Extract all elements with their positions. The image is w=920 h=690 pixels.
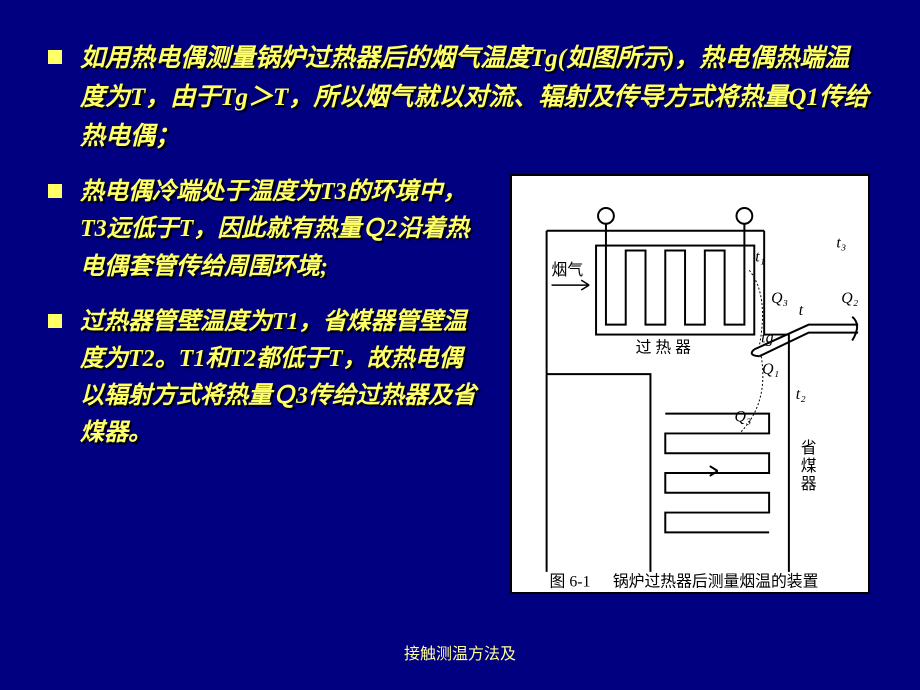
label-q3b: Q₃ [735, 409, 752, 426]
bullet-item-2: 热电偶冷端处于温度为T3的环境中，T3远低于T，因此就有热量Ｑ2沿着热电偶套管传… [48, 174, 498, 286]
caption-text: 锅炉过热器后测量烟温的装置 [613, 573, 819, 591]
figure-caption: 图 6-1 锅炉过热器后测量烟温的装置 [550, 573, 819, 591]
bullet-item-3: 过热器管壁温度为T1，省煤器管壁温度为T2。T1和T2都低于T，故热电偶以辐射方… [48, 304, 498, 453]
economizer-coil [665, 414, 769, 533]
label-t1: t₁ [755, 249, 765, 266]
label-economizer-2: 煤 [801, 457, 817, 475]
label-t3: t₃ [836, 235, 846, 252]
lower-wrap: 热电偶冷端处于温度为T3的环境中，T3远低于T，因此就有热量Ｑ2沿着热电偶套管传… [48, 174, 872, 594]
label-economizer-3: 器 [801, 475, 817, 493]
bullet-text-1: 如用热电偶测量锅炉过热器后的烟气温度Tg(如图所示)，热电偶热端温度为T，由于T… [80, 40, 870, 156]
smoke-arrow [552, 280, 590, 290]
caption-num: 图 6-1 [550, 574, 591, 591]
diagram-figure: 烟气 过 热 器 省 煤 器 t₁ t₂ t₃ tg t Q₁ Q₂ Q₃ Q₃ [510, 174, 870, 594]
superheater-coil [596, 208, 754, 335]
label-q3a: Q₃ [771, 290, 788, 307]
label-economizer-1: 省 [801, 439, 817, 457]
footer-text: 接触测温方法及 [0, 640, 920, 664]
label-q1: Q₁ [762, 361, 779, 378]
label-tg: tg [761, 330, 773, 347]
diagram-svg: 烟气 过 热 器 省 煤 器 t₁ t₂ t₃ tg t Q₁ Q₂ Q₃ Q₃ [512, 176, 868, 592]
slide: 如用热电偶测量锅炉过热器后的烟气温度Tg(如图所示)，热电偶热端温度为T，由于T… [0, 0, 920, 690]
bullet-text-3: 过热器管壁温度为T1，省煤器管壁温度为T2。T1和T2都低于T，故热电偶以辐射方… [80, 304, 480, 453]
label-superheater: 过 热 器 [636, 339, 692, 357]
bullet-icon [48, 184, 62, 198]
bullet-text-2: 热电偶冷端处于温度为T3的环境中，T3远低于T，因此就有热量Ｑ2沿着热电偶套管传… [80, 174, 480, 286]
bullet-item-1: 如用热电偶测量锅炉过热器后的烟气温度Tg(如图所示)，热电偶热端温度为T，由于T… [48, 40, 872, 156]
left-column: 热电偶冷端处于温度为T3的环境中，T3远低于T，因此就有热量Ｑ2沿着热电偶套管传… [48, 174, 498, 594]
label-smoke: 烟气 [552, 261, 584, 279]
bullet-icon [48, 50, 62, 64]
label-t2: t₂ [796, 386, 806, 403]
label-q2: Q₂ [841, 290, 858, 307]
bullet-icon [48, 314, 62, 328]
label-t: t [799, 302, 804, 319]
